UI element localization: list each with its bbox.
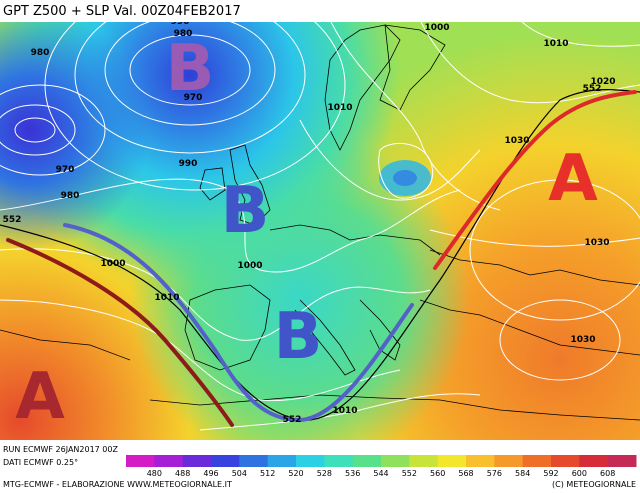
ridge-axis-east xyxy=(433,90,637,270)
isobar-label: 970 xyxy=(184,93,203,103)
isobar-label: 1000 xyxy=(424,23,449,33)
legend-swatch xyxy=(579,455,609,467)
legend-tick-label: 544 xyxy=(373,469,388,478)
high-pressure-center: A xyxy=(15,360,65,434)
low-pressure-center: B xyxy=(166,32,215,106)
low-pressure-center: B xyxy=(274,300,323,374)
legend-swatch xyxy=(352,455,382,467)
low-pressure-center: B xyxy=(221,174,270,248)
legend-tick-label: 552 xyxy=(402,469,417,478)
isobar-label: 1000 xyxy=(100,259,125,269)
isobar-label: 1010 xyxy=(327,103,352,113)
isobar-label: 552 xyxy=(283,415,302,425)
run-info: RUN ECMWF 26JAN2017 00Z xyxy=(3,445,118,454)
legend-swatch xyxy=(494,455,524,467)
isobars xyxy=(0,22,640,431)
legend-swatch xyxy=(267,455,297,467)
legend-swatch xyxy=(296,455,325,467)
geopotential-field xyxy=(0,22,640,440)
isobar-label: 980 xyxy=(31,48,50,58)
credit-right: (C) METEOGIORNALE xyxy=(552,480,636,489)
legend-tick-label: 528 xyxy=(317,469,332,478)
credit-left: MTG-ECMWF - ELABORAZIONE WWW.METEOGIORNA… xyxy=(3,480,232,489)
high-pressure-center: A xyxy=(548,142,598,216)
ridge-axis-west xyxy=(6,238,234,427)
isobar-label: 1020 xyxy=(590,77,615,87)
legend-tick-label: 568 xyxy=(458,469,473,478)
legend-tick-label: 600 xyxy=(572,469,587,478)
legend-tick-label: 536 xyxy=(345,469,360,478)
isobar-label: 1010 xyxy=(154,293,179,303)
isobar-label: 1010 xyxy=(543,39,568,49)
legend-tick-label: 584 xyxy=(515,469,530,478)
legend-tick-label: 560 xyxy=(430,469,445,478)
map-title: GPT Z500 + SLP Val. 00Z04FEB2017 xyxy=(3,4,241,19)
legend-swatch xyxy=(551,455,580,467)
isobar-label: 980 xyxy=(174,29,193,39)
isobar-label: 1010 xyxy=(332,406,357,416)
legend-tick-label: 488 xyxy=(175,469,190,478)
legend-swatch xyxy=(324,455,354,467)
dati-info: DATI ECMWF 0.25° xyxy=(3,458,78,467)
legend-swatch xyxy=(182,455,212,467)
color-legend: 480 488 496 504 512 520 528 536 544 552 560 568 576 5… xyxy=(126,455,637,478)
trough-axis xyxy=(63,223,414,423)
isobar-label: 552 xyxy=(3,215,22,225)
legend-tick-label: 480 xyxy=(147,469,162,478)
isobar-label: 1000 xyxy=(237,261,262,271)
isobar-label: 980 xyxy=(61,191,80,201)
legend-tick-label: 592 xyxy=(543,469,558,478)
isobar-label: 1030 xyxy=(570,335,595,345)
legend-tick-label: 504 xyxy=(232,469,247,478)
isobar-label: 990 xyxy=(179,159,198,169)
legend-swatch xyxy=(522,455,552,467)
legend-tick-label: 496 xyxy=(203,469,218,478)
legend-tick-label: 520 xyxy=(288,469,303,478)
legend-swatch xyxy=(409,455,439,467)
legend-swatch xyxy=(437,455,467,467)
legend-swatch xyxy=(154,455,184,467)
isobar-label: 552 xyxy=(583,84,602,94)
z500-552-line xyxy=(0,89,640,421)
legend-tick-label: 608 xyxy=(600,469,615,478)
isobar-labels: 9909809809709709809901010100010101000100… xyxy=(3,17,616,455)
isobar-label: 1030 xyxy=(504,136,529,146)
legend-swatch xyxy=(466,455,495,467)
isobar-label: 1030 xyxy=(584,238,609,248)
legend-swatch xyxy=(126,455,155,467)
legend-swatch xyxy=(239,455,269,467)
legend-tick-label: 512 xyxy=(260,469,275,478)
header-bar xyxy=(0,0,640,22)
legend-swatch xyxy=(381,455,410,467)
legend-swatch xyxy=(607,455,637,467)
legend-swatch xyxy=(211,455,240,467)
isobar-label: 970 xyxy=(56,165,75,175)
legend-tick-label: 576 xyxy=(487,469,502,478)
